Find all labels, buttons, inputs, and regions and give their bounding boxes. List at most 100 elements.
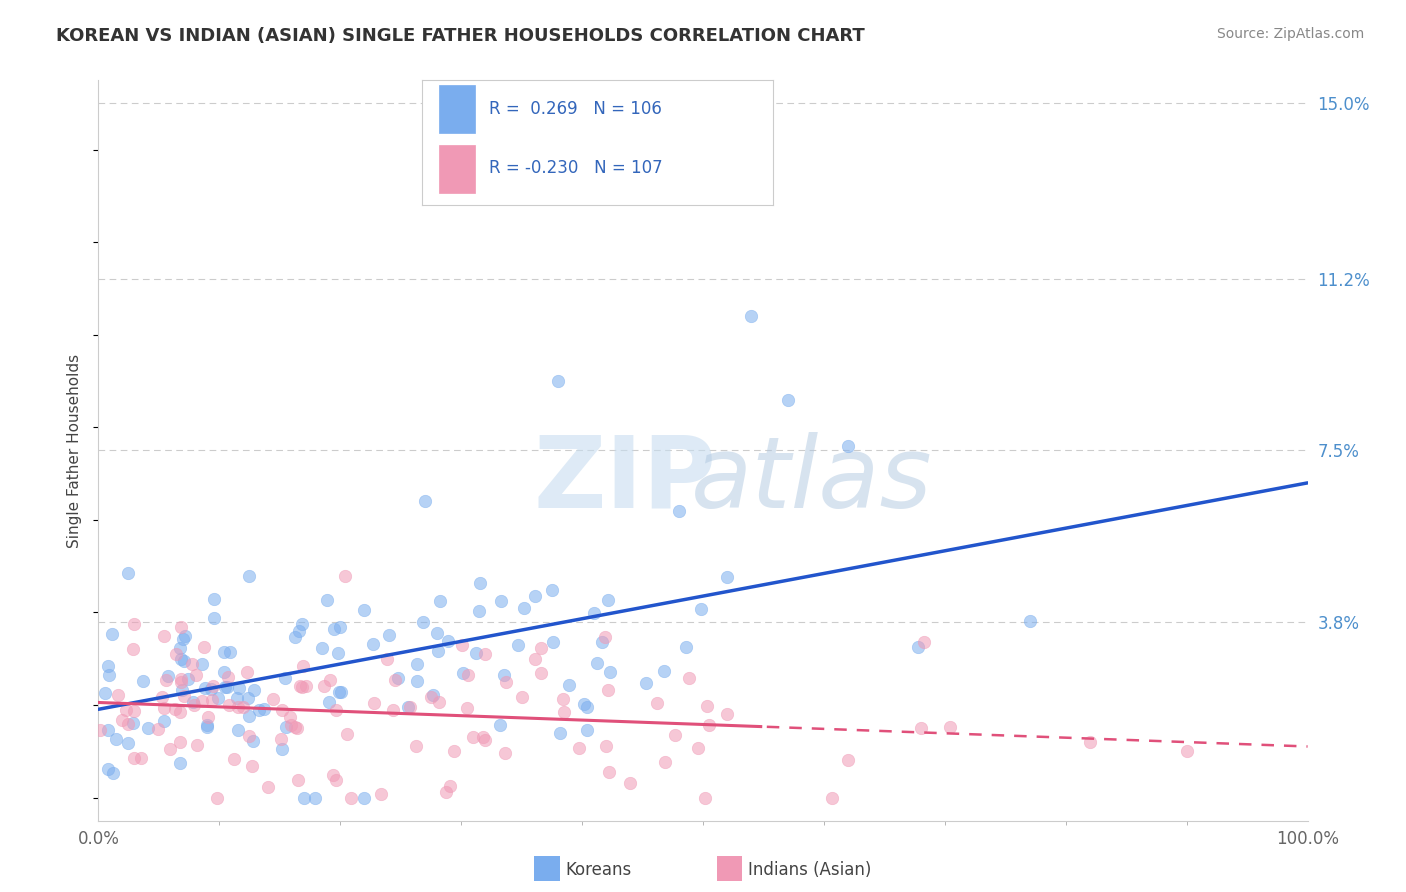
- Point: [675, 640, 697, 654]
- Point: [159, 741, 181, 756]
- Point: [287, 773, 309, 788]
- Point: [406, 673, 429, 688]
- Point: [284, 630, 307, 644]
- Point: [170, 651, 193, 665]
- Point: [242, 733, 264, 747]
- Point: [201, 693, 224, 707]
- Point: [169, 672, 191, 686]
- Point: [370, 787, 392, 801]
- Point: [654, 755, 676, 769]
- Point: [170, 674, 193, 689]
- Text: R =  0.269   N = 106: R = 0.269 N = 106: [489, 100, 661, 118]
- Point: [912, 634, 935, 648]
- Point: [596, 592, 619, 607]
- Point: [645, 696, 668, 710]
- Point: [201, 679, 224, 693]
- Point: [363, 696, 385, 710]
- Point: [174, 629, 197, 643]
- Point: [173, 689, 195, 703]
- Point: [205, 790, 228, 805]
- Point: [228, 681, 250, 696]
- Point: [195, 718, 218, 732]
- Point: [494, 668, 516, 682]
- Point: [153, 701, 176, 715]
- Point: [328, 646, 350, 660]
- Point: [117, 736, 139, 750]
- Point: [173, 654, 195, 668]
- Point: [547, 374, 569, 388]
- Point: [200, 682, 222, 697]
- Point: [285, 721, 308, 735]
- Point: [419, 690, 441, 705]
- Text: Koreans: Koreans: [565, 861, 631, 879]
- Point: [396, 699, 419, 714]
- Point: [271, 741, 294, 756]
- Point: [170, 620, 193, 634]
- Point: [553, 705, 575, 719]
- Point: [240, 759, 263, 773]
- Point: [157, 669, 180, 683]
- Point: [330, 684, 353, 698]
- Point: [291, 658, 314, 673]
- Point: [541, 582, 564, 597]
- Bar: [439, 86, 475, 133]
- Text: Source: ZipAtlas.com: Source: ZipAtlas.com: [1216, 27, 1364, 41]
- Point: [155, 673, 177, 687]
- Point: [226, 699, 249, 714]
- Point: [122, 641, 145, 656]
- Point: [181, 695, 204, 709]
- Point: [513, 601, 536, 615]
- Point: [152, 629, 174, 643]
- Point: [103, 766, 125, 780]
- Point: [226, 691, 249, 706]
- Point: [652, 664, 675, 678]
- Point: [107, 688, 129, 702]
- Point: [576, 723, 599, 737]
- Point: [183, 698, 205, 712]
- Point: [124, 704, 146, 718]
- Point: [412, 615, 434, 629]
- Text: ZIP: ZIP: [534, 432, 717, 529]
- Point: [329, 620, 352, 634]
- Point: [506, 638, 529, 652]
- Point: [593, 630, 616, 644]
- Point: [558, 677, 581, 691]
- Point: [253, 702, 276, 716]
- Point: [381, 703, 404, 717]
- Point: [664, 729, 686, 743]
- Point: [311, 641, 333, 656]
- Point: [837, 754, 859, 768]
- Point: [172, 632, 194, 647]
- Point: [413, 494, 436, 508]
- Point: [177, 672, 200, 686]
- Point: [238, 709, 260, 723]
- Point: [212, 665, 235, 679]
- Point: [153, 714, 176, 728]
- Point: [472, 730, 495, 744]
- Point: [470, 576, 492, 591]
- Point: [136, 721, 159, 735]
- Point: [585, 657, 607, 671]
- Point: [325, 772, 347, 787]
- Point: [461, 730, 484, 744]
- Point: [399, 699, 422, 714]
- Point: [243, 682, 266, 697]
- Point: [451, 638, 474, 652]
- Point: [697, 718, 720, 732]
- Point: [318, 695, 340, 709]
- Point: [163, 702, 186, 716]
- Point: [122, 751, 145, 765]
- Point: [548, 726, 571, 740]
- Point: [325, 703, 347, 717]
- Point: [291, 616, 314, 631]
- Point: [553, 692, 575, 706]
- Point: [353, 790, 375, 805]
- Point: [172, 683, 194, 698]
- Point: [288, 679, 311, 693]
- Point: [323, 622, 346, 636]
- Point: [375, 652, 398, 666]
- Point: [910, 721, 932, 735]
- Point: [150, 690, 173, 704]
- Point: [111, 713, 134, 727]
- Point: [97, 668, 120, 682]
